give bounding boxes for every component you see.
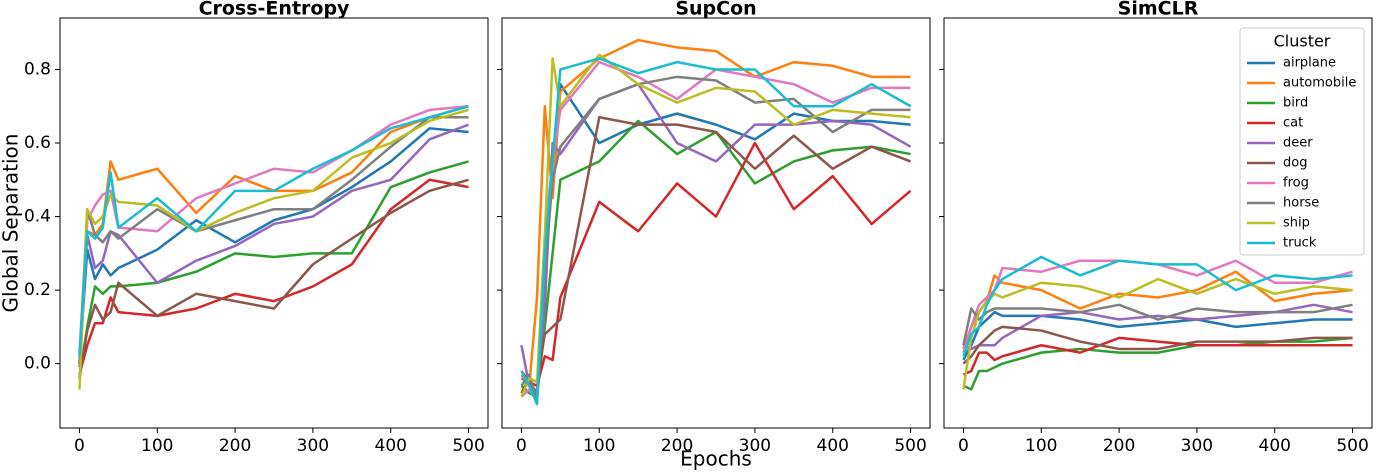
series-line <box>520 116 911 394</box>
series-line <box>962 277 1353 390</box>
panel-title: SimCLR <box>1118 0 1199 20</box>
series-line <box>78 127 469 364</box>
y-tick-label: 0.6 <box>24 133 51 153</box>
series-line <box>78 105 469 357</box>
y-tick-label: 0.4 <box>24 207 51 227</box>
series-line <box>962 259 1353 353</box>
series-line <box>78 178 469 379</box>
y-axis-label: Global Separation <box>0 134 23 313</box>
legend: Cluster airplane automobile bird cat deer dog f… <box>1239 27 1365 256</box>
x-tick-label: 400 <box>375 436 407 456</box>
plot-frame <box>501 17 931 429</box>
legend-label: deer <box>1283 136 1313 151</box>
series-line <box>962 336 1353 376</box>
legend-label: frog <box>1283 176 1309 191</box>
x-tick-label: 100 <box>583 436 615 456</box>
series-line <box>962 325 1353 365</box>
x-tick-label: 0 <box>516 436 527 456</box>
legend-label: truck <box>1283 236 1317 251</box>
x-tick-label: 500 <box>452 436 484 456</box>
legend-label: horse <box>1283 196 1319 211</box>
x-tick-label: 200 <box>661 436 693 456</box>
plot-frame <box>59 17 489 429</box>
legend-box <box>1239 27 1365 256</box>
x-tick-label: 200 <box>1103 436 1135 456</box>
x-tick-label: 400 <box>817 436 849 456</box>
x-tick-label: 400 <box>1259 436 1291 456</box>
legend-label: ship <box>1283 216 1310 231</box>
x-tick-label: 300 <box>739 436 771 456</box>
series-line <box>78 108 469 390</box>
x-tick-label: 100 <box>141 436 173 456</box>
panel-title: SupCon <box>675 0 756 20</box>
plot-frame <box>943 17 1373 429</box>
y-tick-label: 0.0 <box>24 354 51 374</box>
x-tick-label: 200 <box>219 436 251 456</box>
series-line <box>520 82 911 395</box>
series-line <box>78 105 469 353</box>
series-line <box>520 57 912 406</box>
series-line <box>962 310 1353 361</box>
panel-title: Cross-Entropy <box>199 0 350 20</box>
x-tick-label: 100 <box>1025 436 1057 456</box>
legend-title: Cluster <box>1274 32 1331 51</box>
series-line <box>520 53 911 398</box>
x-tick-label: 300 <box>297 436 329 456</box>
series-line <box>78 160 469 379</box>
series-line <box>78 123 469 364</box>
legend-label: dog <box>1283 156 1307 171</box>
legend-label: airplane <box>1283 56 1336 71</box>
x-tick-label: 0 <box>74 436 85 456</box>
x-tick-label: 500 <box>894 436 926 456</box>
legend-label: bird <box>1283 96 1308 111</box>
series-line <box>78 178 469 375</box>
legend-label: cat <box>1283 116 1303 131</box>
legend-label: automobile <box>1283 76 1356 91</box>
series-line <box>520 141 912 387</box>
y-tick-label: 0.8 <box>24 59 51 79</box>
x-tick-label: 0 <box>958 436 969 456</box>
series-line <box>520 38 911 387</box>
x-tick-label: 300 <box>1181 436 1213 456</box>
series-line <box>962 255 1353 357</box>
x-tick-label: 500 <box>1336 436 1368 456</box>
x-axis-label: Epochs <box>680 447 752 471</box>
series-line <box>78 105 469 364</box>
series-line <box>78 116 469 368</box>
y-tick-label: 0.2 <box>24 280 51 300</box>
